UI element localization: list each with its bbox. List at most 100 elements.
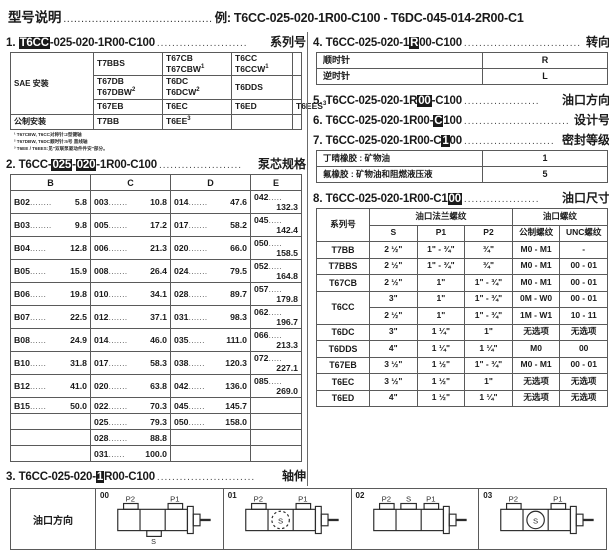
column-divider	[307, 32, 308, 487]
table-row: B15...... 50.0 022....... 70.3 045...... 145.…	[10, 397, 302, 415]
rotation-label-ccw: 逆时针	[316, 68, 483, 85]
port-value-cell: 无选项	[511, 389, 561, 407]
series-cell: T67EB	[93, 98, 163, 115]
section-4-code-post: 00-C100	[419, 37, 462, 49]
spec-cell: B03........ 9.8	[10, 213, 91, 238]
port-value-cell: M0 - M1	[511, 356, 561, 374]
section-2-heading: 2. T6CC-025-020-1R00-C100 ..............…	[6, 155, 306, 172]
port-value-cell: 1"	[416, 307, 466, 325]
port-value-cell: ¾"	[464, 257, 513, 275]
spec-cell: 028....... 89.7	[170, 282, 251, 307]
series-cell: T7BBS	[93, 51, 163, 77]
spec-cell	[250, 429, 302, 447]
port-value-cell: 1" - ¾"	[464, 307, 513, 325]
spec-cell: 017....... 58.3	[90, 351, 171, 376]
table-row: B07...... 22.5 012....... 37.1 031....... 98.…	[10, 305, 302, 330]
rotation-table: 顺时针 R 逆时针 L	[316, 52, 608, 85]
spec-cell	[250, 397, 302, 415]
spec-cell: 017....... 58.2	[170, 213, 251, 238]
series-cell: T6DDS	[231, 75, 293, 100]
port-series-cell: T6DC	[316, 323, 370, 341]
diagram-cell-01: 01 P2 P1 S	[224, 489, 352, 550]
port-value-cell: 1" - ¾"	[416, 241, 466, 259]
spec-cell: 057..... 179.8	[250, 282, 302, 307]
section-2-code-mid: -	[72, 159, 76, 172]
section-5-number: 5.	[313, 95, 323, 107]
spec-cell	[250, 445, 302, 463]
port-value-cell: 2 ½"	[369, 241, 418, 259]
port-value-cell: 0M - W0	[511, 290, 561, 308]
section-6-title: 设计号	[573, 113, 609, 127]
spec-cell: B15...... 50.0	[10, 397, 91, 415]
spec-cell: 035...... 111.0	[170, 328, 251, 353]
spec-cell: 045...... 145.7	[170, 397, 251, 415]
section-7-heading: 7. T6CC-025-020-1R00-C100 ..............…	[313, 131, 609, 148]
left-column: 1. T6CC-025-020-1R00-C100 ..............…	[6, 30, 326, 486]
rotation-value-ccw: L	[482, 68, 608, 85]
port-series-cell: T7BB	[316, 241, 370, 259]
port-value-cell: -	[559, 241, 608, 259]
series-cell: T7BB	[93, 113, 163, 130]
svg-text:P2: P2	[126, 495, 135, 504]
table-row: T67DB T67DBW2 T6DC T6DCW2 T6DDS	[11, 75, 302, 100]
table-header-row: B C D E	[10, 174, 302, 192]
table-row: 氟橡胶 : 矿物油和阻燃液压液 5	[316, 166, 608, 183]
table-row: 逆时针 L	[316, 68, 608, 85]
svg-text:P1: P1	[553, 495, 562, 504]
section-6-code-post: 100	[443, 115, 462, 127]
port-value-cell: 1 ¼"	[416, 323, 466, 341]
seal-label-fkm: 氟橡胶 : 矿物油和阻燃液压液	[316, 166, 483, 183]
port-value-cell: 无选项	[559, 323, 608, 341]
spec-cell: 025....... 79.3	[90, 413, 171, 431]
section-7-highlight: 1	[441, 135, 450, 147]
example-code: T6CC-025-020-1R00-C100 - T6DC-045-014-2R…	[233, 11, 524, 25]
port-value-cell: 1" - ¾"	[464, 356, 513, 374]
col-header-e: E	[250, 174, 302, 192]
series-cell: T67DB T67DBW2	[93, 75, 163, 100]
page-title: 型号说明	[8, 10, 62, 25]
title-leader: ........................................…	[63, 13, 213, 25]
port-value-cell: 3"	[369, 290, 418, 308]
port-value-cell: 1 ½"	[416, 373, 466, 391]
body-columns: 1. T6CC-025-020-1R00-C100 ..............…	[6, 30, 609, 487]
section-5-heading: 5. T6CC-025-020-1R00-C100 ..............…	[313, 91, 609, 108]
spec-cell: 014....... 47.6	[170, 190, 251, 215]
series-cell	[231, 113, 293, 130]
section-8-highlight: 00	[447, 193, 462, 205]
section-2-leader: ......................	[158, 160, 243, 172]
section-2-highlight-2: 020	[75, 159, 97, 172]
svg-text:S: S	[278, 517, 283, 526]
port-value-cell: 00 - 01	[559, 274, 608, 292]
spec-cell: 045..... 142.4	[250, 213, 302, 238]
spec-cell: 008....... 26.4	[90, 259, 171, 284]
port-value-cell: 无选项	[511, 323, 561, 341]
series-cell: T67CB T67CBW1	[162, 51, 232, 77]
section-3-code-post: R00-C100	[104, 471, 155, 484]
diagram-row-label: 油口方向	[11, 489, 96, 550]
svg-text:S: S	[151, 538, 156, 547]
spec-cell: B08...... 24.9	[10, 328, 91, 353]
mount-metric-label: 公制安装	[10, 113, 94, 130]
table-row: B05...... 15.9 008....... 26.4 024....... 79.…	[10, 259, 302, 284]
svg-text:P1: P1	[298, 495, 307, 504]
port-series-cell: T67EB	[316, 356, 370, 374]
section-4-highlight: R	[409, 37, 420, 49]
section-6-code-pre: T6CC-025-020-1R00-	[325, 115, 434, 127]
pump-diagram-00-icon: P2 P1 S	[117, 495, 211, 547]
section-7-leader: ........................	[463, 136, 555, 147]
section-7-title: 密封等级	[561, 133, 609, 147]
section-2-title: 泵芯规格	[257, 157, 306, 172]
series-cell: T6EES3	[292, 98, 326, 115]
section-4-code-pre: T6CC-025-020-1	[325, 37, 410, 49]
col-header-b: B	[10, 174, 91, 192]
section-5-code-pre: T6CC-025-020-1R	[325, 95, 418, 107]
port-value-cell: 3 ½"	[369, 356, 418, 374]
pump-diagram-01-icon: P2 P1 S	[244, 495, 339, 535]
pump-spec-table: B C D E B02........ 5.8 003....... 10.8 014.…	[10, 174, 302, 463]
series-cell	[292, 75, 302, 100]
spec-cell	[250, 413, 302, 431]
page-title-row: 型号说明 ...................................…	[8, 6, 603, 26]
spec-cell: 050...... 158.0	[170, 413, 251, 431]
section-1-highlight: T6CC	[18, 37, 50, 49]
port-value-cell: 00 - 01	[559, 356, 608, 374]
